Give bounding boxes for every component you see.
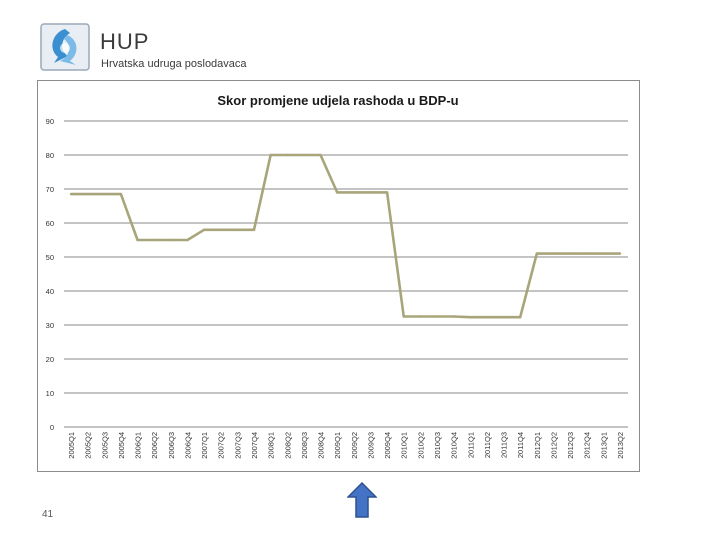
x-tick-label: 2011Q1: [466, 432, 475, 458]
y-tick-label: 90: [46, 117, 54, 126]
brand-subtitle: Hrvatska udruga poslodavaca: [101, 58, 247, 70]
x-tick-label: 2007Q4: [250, 432, 259, 459]
data-point: [152, 238, 156, 242]
data-point: [302, 153, 306, 157]
x-tick-label: 2010Q1: [400, 432, 409, 459]
data-point: [568, 252, 572, 255]
x-tick-label: 2011Q2: [483, 432, 492, 458]
data-point: [202, 228, 206, 231]
data-point: [502, 315, 505, 319]
x-tick-label: 2010Q4: [450, 432, 459, 459]
x-tick-label: 2013Q1: [599, 432, 608, 459]
data-point: [286, 153, 289, 157]
data-point: [385, 191, 389, 194]
x-tick-label: 2011Q4: [516, 432, 525, 458]
page-number: 41: [42, 509, 54, 520]
y-tick-label: 70: [46, 185, 54, 194]
y-tick-label: 80: [46, 151, 54, 160]
data-point: [552, 252, 555, 255]
x-tick-label: 2007Q1: [200, 432, 209, 459]
chart-frame: Skor promjene udjela rashoda u BDP-u 0 10…: [37, 80, 640, 472]
grid-layer: [64, 120, 628, 428]
x-tick-label: 2012Q3: [566, 432, 575, 459]
x-tick-label: 2005Q4: [117, 432, 126, 459]
data-point: [119, 192, 123, 196]
data-point: [86, 192, 89, 196]
x-tick-label: 2007Q3: [233, 432, 242, 459]
x-tick-label: 2012Q2: [549, 432, 558, 459]
data-point: [236, 228, 239, 231]
data-point: [435, 315, 439, 318]
brand-name: HUP: [100, 29, 150, 54]
x-tick-label: 2009Q2: [350, 432, 359, 459]
x-tick-label: 2006Q1: [134, 432, 143, 459]
data-point: [618, 252, 622, 255]
x-tick-label: 2010Q3: [433, 432, 442, 459]
data-point: [335, 191, 339, 194]
series-layer: [69, 153, 622, 319]
line-chart: Skor promjene udjela rashoda u BDP-u 0 10…: [46, 93, 628, 459]
data-point: [69, 192, 73, 196]
data-point: [269, 153, 272, 157]
data-point: [602, 252, 605, 255]
x-tick-label: 2005Q3: [100, 432, 109, 459]
x-tick-label: 2006Q4: [183, 432, 192, 459]
y-tick-label: 20: [46, 355, 54, 364]
x-tick-label: 2005Q1: [67, 432, 76, 459]
data-point: [352, 191, 356, 194]
x-tick-label: 2008Q1: [267, 432, 276, 459]
x-tick-label: 2007Q2: [217, 432, 226, 459]
y-tick-labels: 0 10 20 30 40 50 60 70 80 90: [46, 117, 54, 432]
up-arrow-icon[interactable]: [347, 482, 377, 518]
x-tick-label: 2011Q3: [500, 432, 509, 458]
data-point: [485, 315, 489, 319]
data-point: [219, 228, 222, 231]
series-line: [71, 153, 620, 319]
y-tick-label: 0: [50, 423, 54, 432]
x-tick-label: 2005Q2: [84, 432, 93, 459]
x-tick-label: 2008Q2: [283, 432, 292, 459]
data-point: [319, 153, 322, 157]
data-point: [452, 315, 455, 318]
x-tick-label: 2009Q1: [333, 432, 342, 459]
chart-title: Skor promjene udjela rashoda u BDP-u: [217, 93, 458, 108]
hup-logo: [40, 23, 90, 71]
x-tick-label: 2008Q3: [300, 432, 309, 459]
x-tick-labels: 2005Q1 2005Q2 2005Q3 2005Q4 2006Q1 2006Q2 2006…: [67, 432, 625, 459]
data-point: [252, 228, 256, 231]
data-point: [419, 315, 422, 318]
data-point: [136, 238, 139, 242]
y-tick-label: 40: [46, 287, 54, 296]
x-tick-label: 2006Q2: [150, 432, 159, 459]
data-point: [369, 191, 372, 194]
y-tick-label: 50: [46, 253, 54, 262]
data-point: [585, 252, 588, 255]
y-tick-label: 30: [46, 321, 54, 330]
x-tick-label: 2012Q4: [583, 432, 592, 459]
data-point: [402, 315, 405, 318]
x-tick-label: 2006Q3: [167, 432, 176, 459]
data-point: [535, 252, 539, 255]
x-tick-label: 2009Q4: [383, 432, 392, 459]
data-point: [186, 238, 189, 242]
y-tick-label: 10: [46, 389, 54, 398]
x-tick-label: 2012Q1: [533, 432, 542, 459]
y-tick-label: 60: [46, 219, 54, 228]
x-tick-label: 2008Q4: [317, 432, 326, 459]
x-tick-label: 2013Q2: [616, 432, 625, 459]
x-tick-label: 2009Q3: [366, 432, 375, 459]
data-point: [169, 238, 173, 242]
x-tick-label: 2010Q2: [416, 432, 425, 459]
data-point: [469, 315, 472, 319]
data-point: [518, 315, 522, 319]
data-point: [103, 192, 106, 196]
